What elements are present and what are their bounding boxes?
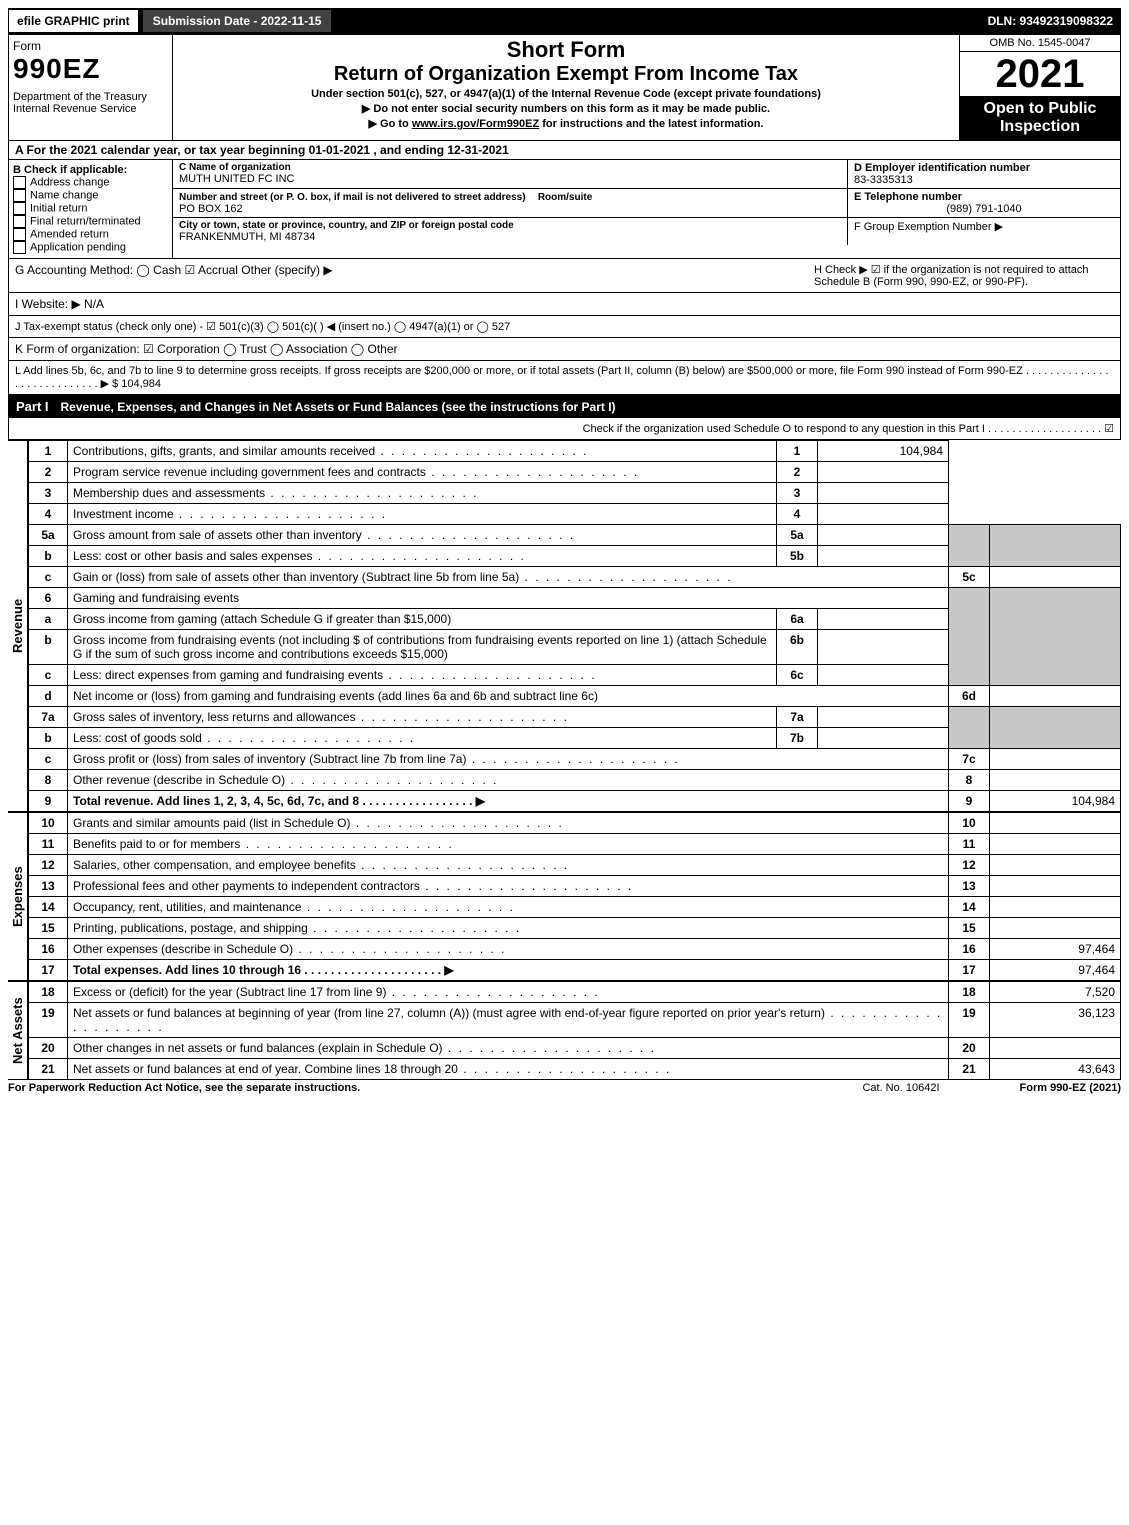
short-form-title: Short Form [179, 37, 953, 63]
section-b-label: B Check if applicable: [13, 164, 168, 176]
row-i-website: I Website: ▶ N/A [8, 293, 1121, 316]
street-cell: Number and street (or P. O. box, if mail… [173, 189, 847, 217]
line-13: 13Professional fees and other payments t… [29, 876, 1121, 897]
line-2: 2Program service revenue including gover… [29, 462, 1121, 483]
line-21: 21Net assets or fund balances at end of … [29, 1059, 1121, 1080]
line-17: 17Total expenses. Add lines 10 through 1… [29, 960, 1121, 981]
part-1-tag: Part I [16, 399, 61, 414]
subtitle-1: Under section 501(c), 527, or 4947(a)(1)… [179, 88, 953, 100]
line-3: 3Membership dues and assessments3 [29, 483, 1121, 504]
row-a-calendar-year: A For the 2021 calendar year, or tax yea… [8, 141, 1121, 160]
section-c-name-label: C Name of organization [179, 162, 841, 173]
header-mid: Short Form Return of Organization Exempt… [173, 35, 960, 140]
footer-right: Form 990-EZ (2021) [1020, 1082, 1121, 1094]
department-label: Department of the Treasury Internal Reve… [13, 91, 168, 115]
line-20: 20Other changes in net assets or fund ba… [29, 1038, 1121, 1059]
opt-amended-return[interactable]: Amended return [13, 228, 168, 241]
city-cell: City or town, state or province, country… [173, 218, 847, 245]
top-bar: efile GRAPHIC print Submission Date - 20… [8, 8, 1121, 34]
section-h: H Check ▶ ☑ if the organization is not r… [814, 263, 1114, 288]
line-14: 14Occupancy, rent, utilities, and mainte… [29, 897, 1121, 918]
line-9: 9Total revenue. Add lines 1, 2, 3, 4, 5c… [29, 791, 1121, 812]
org-name-cell: C Name of organization MUTH UNITED FC IN… [173, 160, 847, 188]
line-8: 8Other revenue (describe in Schedule O)8 [29, 770, 1121, 791]
form-word: Form [13, 39, 168, 53]
part-1-title: Revenue, Expenses, and Changes in Net As… [61, 400, 616, 414]
expenses-vlabel: Expenses [8, 812, 28, 981]
line-12: 12Salaries, other compensation, and empl… [29, 855, 1121, 876]
line-6d: dNet income or (loss) from gaming and fu… [29, 686, 1121, 707]
city-value: FRANKENMUTH, MI 48734 [179, 231, 841, 243]
opt-final-return[interactable]: Final return/terminated [13, 215, 168, 228]
section-e: E Telephone number (989) 791-1040 [847, 189, 1120, 217]
group-exemption-label: F Group Exemption Number ▶ [854, 220, 1114, 233]
net-assets-table: 18Excess or (deficit) for the year (Subt… [28, 981, 1121, 1080]
org-name: MUTH UNITED FC INC [179, 173, 841, 185]
section-b: B Check if applicable: Address change Na… [9, 160, 173, 258]
line-6: 6Gaming and fundraising events [29, 588, 1121, 609]
irs-link[interactable]: www.irs.gov/Form990EZ [412, 118, 539, 130]
room-label: Room/suite [538, 192, 592, 203]
subtitle-2: ▶ Do not enter social security numbers o… [179, 102, 953, 115]
accounting-method: G Accounting Method: ◯ Cash ☑ Accrual Ot… [15, 263, 814, 288]
line-7c: cGross profit or (loss) from sales of in… [29, 749, 1121, 770]
ein-value: 83-3335313 [854, 174, 1114, 186]
section-cdef: C Name of organization MUTH UNITED FC IN… [173, 160, 1120, 258]
street-value: PO BOX 162 [179, 203, 841, 215]
tax-year: 2021 [960, 52, 1120, 96]
line-5a: 5aGross amount from sale of assets other… [29, 525, 1121, 546]
row-gh: G Accounting Method: ◯ Cash ☑ Accrual Ot… [8, 259, 1121, 293]
efile-print-label[interactable]: efile GRAPHIC print [8, 9, 139, 33]
line-10: 10Grants and similar amounts paid (list … [29, 813, 1121, 834]
opt-application-pending[interactable]: Application pending [13, 241, 168, 254]
row-l-gross-receipts: L Add lines 5b, 6c, and 7b to line 9 to … [8, 361, 1121, 395]
line-11: 11Benefits paid to or for members11 [29, 834, 1121, 855]
street-label: Number and street (or P. O. box, if mail… [179, 192, 526, 203]
net-assets-section: Net Assets 18Excess or (deficit) for the… [8, 981, 1121, 1080]
opt-name-change[interactable]: Name change [13, 189, 168, 202]
line-16: 16Other expenses (describe in Schedule O… [29, 939, 1121, 960]
expenses-section: Expenses 10Grants and similar amounts pa… [8, 812, 1121, 981]
section-f: F Group Exemption Number ▶ [847, 218, 1120, 245]
footer-left: For Paperwork Reduction Act Notice, see … [8, 1082, 360, 1094]
page-footer: For Paperwork Reduction Act Notice, see … [8, 1082, 1121, 1094]
line-18: 18Excess or (deficit) for the year (Subt… [29, 982, 1121, 1003]
line-7a: 7aGross sales of inventory, less returns… [29, 707, 1121, 728]
phone-label: E Telephone number [854, 191, 1114, 203]
net-assets-vlabel: Net Assets [8, 981, 28, 1080]
footer-mid: Cat. No. 10642I [862, 1082, 939, 1094]
line-15: 15Printing, publications, postage, and s… [29, 918, 1121, 939]
opt-initial-return[interactable]: Initial return [13, 202, 168, 215]
submission-date-label: Submission Date - 2022-11-15 [143, 10, 332, 32]
row-j-tax-exempt: J Tax-exempt status (check only one) - ☑… [8, 316, 1121, 338]
row-k-form-org: K Form of organization: ☑ Corporation ◯ … [8, 338, 1121, 361]
return-title: Return of Organization Exempt From Incom… [179, 63, 953, 86]
line-5c: cGain or (loss) from sale of assets othe… [29, 567, 1121, 588]
part-1-check-line: Check if the organization used Schedule … [8, 418, 1121, 440]
line-19: 19Net assets or fund balances at beginni… [29, 1003, 1121, 1038]
omb-number: OMB No. 1545-0047 [960, 35, 1120, 52]
open-to-public: Open to Public Inspection [960, 96, 1120, 140]
opt-address-change[interactable]: Address change [13, 176, 168, 189]
form-number: 990EZ [13, 53, 168, 85]
form-header: Form 990EZ Department of the Treasury In… [8, 34, 1121, 141]
section-d: D Employer identification number 83-3335… [847, 160, 1120, 188]
entity-block: B Check if applicable: Address change Na… [8, 160, 1121, 259]
phone-value: (989) 791-1040 [854, 203, 1114, 215]
header-right: OMB No. 1545-0047 2021 Open to Public In… [960, 35, 1120, 140]
dln-label: DLN: 93492319098322 [980, 10, 1121, 32]
city-label: City or town, state or province, country… [179, 220, 841, 231]
revenue-table: 1Contributions, gifts, grants, and simil… [28, 440, 1121, 812]
expenses-table: 10Grants and similar amounts paid (list … [28, 812, 1121, 981]
subtitle-3: ▶ Go to www.irs.gov/Form990EZ for instru… [179, 117, 953, 130]
header-left: Form 990EZ Department of the Treasury In… [9, 35, 173, 140]
ein-label: D Employer identification number [854, 162, 1114, 174]
revenue-section: Revenue 1Contributions, gifts, grants, a… [8, 440, 1121, 812]
revenue-vlabel: Revenue [8, 440, 28, 812]
line-4: 4Investment income4 [29, 504, 1121, 525]
line-1: 1Contributions, gifts, grants, and simil… [29, 441, 1121, 462]
part-1-header: Part I Revenue, Expenses, and Changes in… [8, 395, 1121, 418]
